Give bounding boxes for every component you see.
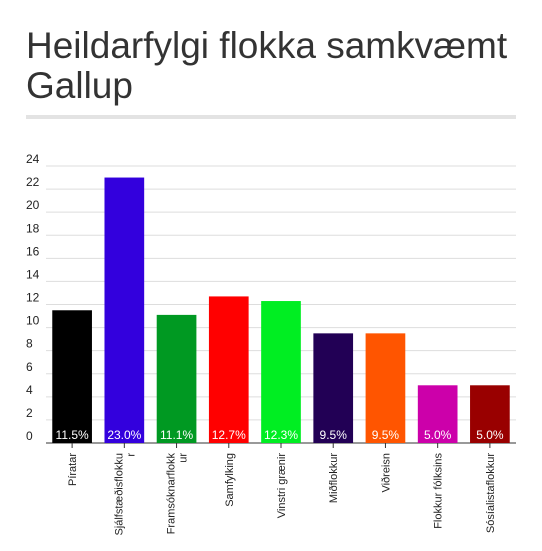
bar — [470, 385, 510, 443]
title-divider — [26, 115, 516, 119]
bar-value-label: 5.0% — [424, 428, 452, 442]
y-tick-label: 10 — [26, 314, 40, 328]
y-tick-label: 22 — [26, 175, 40, 189]
y-tick-label: 14 — [26, 267, 40, 281]
x-category-label: Flokkur fólksins — [433, 453, 445, 529]
bar — [104, 177, 145, 443]
chart-title: Heildarfylgi flokka samkvæmt Gallup — [26, 25, 508, 106]
bar-value-label: 12.7% — [212, 428, 246, 442]
value-labels: 11.5% 23.0% 11.1% 12.7% 12.3% 9.5% 9.5% 5.0% 5.0… — [56, 428, 504, 442]
bar-value-label: 11.1% — [160, 428, 193, 442]
x-category-label: Vinstri grænir — [276, 453, 288, 519]
bar-value-label: 5.0% — [476, 428, 504, 442]
bar-value-label: 12.3% — [264, 428, 298, 442]
y-tick-label: 0 — [26, 429, 33, 443]
bar-value-label: 9.5% — [320, 428, 348, 442]
x-category-label: Miðflokkur — [328, 453, 340, 503]
y-tick-label: 4 — [26, 383, 33, 397]
x-category-label: Viðreisn — [380, 453, 392, 493]
y-tick-label: 24 — [26, 152, 40, 166]
bar-value-label: 23.0% — [107, 428, 141, 442]
bar — [417, 385, 458, 443]
x-category-label: Píratar — [67, 453, 79, 486]
bar — [261, 301, 301, 443]
x-axis: Píratar Sjálfstæðisflokkur Framsóknarflokk… — [67, 443, 497, 536]
y-tick-label: 2 — [26, 406, 33, 420]
y-tick-label: 12 — [26, 291, 40, 305]
x-category-label: Samfylking — [224, 453, 236, 507]
bar-value-label: 11.5% — [56, 428, 89, 442]
x-category-label: Framsóknarflokkur — [166, 453, 190, 535]
y-tick-label: 8 — [26, 337, 33, 351]
bar — [365, 333, 406, 443]
bar — [156, 314, 197, 443]
x-category-label: Sjálfstæðisflokkur — [113, 453, 137, 536]
bar — [313, 333, 354, 443]
bar — [208, 296, 249, 443]
y-tick-label: 20 — [26, 198, 40, 212]
y-tick-label: 18 — [26, 221, 40, 235]
bar-value-label: 9.5% — [372, 428, 400, 442]
y-tick-label: 16 — [26, 244, 40, 258]
y-tick-label: 6 — [26, 360, 33, 374]
bar — [52, 310, 92, 443]
bars — [52, 177, 510, 443]
x-category-label: Sósíalistaflokkur — [485, 453, 497, 533]
